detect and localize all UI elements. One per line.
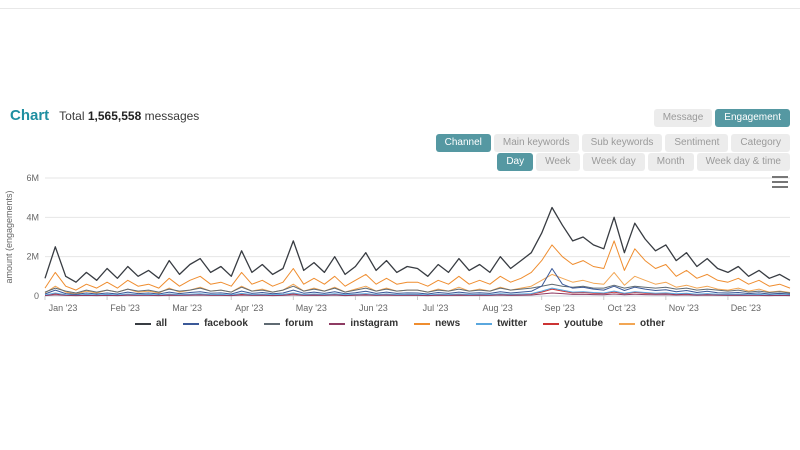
legend-label: youtube bbox=[564, 318, 604, 329]
message-button[interactable]: Message bbox=[653, 109, 713, 127]
legend-swatch bbox=[476, 322, 493, 325]
page-title: Chart bbox=[10, 107, 50, 124]
top-divider bbox=[0, 8, 800, 9]
engagement-line-chart: 0 2M 4M 6M Jan '23 Feb '23 Mar '23 Apr '23 May '… bbox=[4, 173, 791, 313]
tab-sentiment[interactable]: Sentiment bbox=[665, 134, 729, 152]
hamburger-bar bbox=[772, 176, 788, 178]
svg-text:Dec '23: Dec '23 bbox=[731, 303, 761, 313]
svg-text:Nov '23: Nov '23 bbox=[669, 303, 699, 313]
grouping-toggle-group: Channel Main keywords Sub keywords Senti… bbox=[435, 134, 790, 152]
svg-text:Apr '23: Apr '23 bbox=[235, 303, 263, 313]
svg-text:Oct '23: Oct '23 bbox=[608, 303, 636, 313]
legend-swatch bbox=[329, 322, 346, 325]
interval-toggle-group: Day Week Week day Month Week day & time bbox=[497, 153, 790, 171]
chart-header: Chart Total 1,565,558 messages bbox=[10, 107, 199, 124]
tab-main-keywords[interactable]: Main keywords bbox=[493, 134, 579, 152]
tab-week-day[interactable]: Week day bbox=[582, 153, 645, 171]
engagement-button[interactable]: Engagement bbox=[715, 109, 790, 127]
hamburger-bar bbox=[772, 181, 788, 183]
legend-item-youtube[interactable]: youtube bbox=[543, 318, 603, 329]
legend-swatch bbox=[134, 322, 151, 325]
total-messages: Total 1,565,558 messages bbox=[59, 109, 199, 123]
legend-item-all[interactable]: all bbox=[134, 318, 168, 329]
tab-week-day-time[interactable]: Week day & time bbox=[696, 153, 790, 171]
svg-text:Jan '23: Jan '23 bbox=[49, 303, 78, 313]
tab-week[interactable]: Week bbox=[536, 153, 580, 171]
legend-item-forum[interactable]: forum bbox=[263, 318, 314, 329]
legend-swatch bbox=[414, 322, 431, 325]
total-value: 1,565,558 bbox=[87, 109, 142, 123]
legend-label: twitter bbox=[497, 318, 528, 329]
legend-label: all bbox=[155, 318, 168, 329]
mode-toggle-group: Message Engagement bbox=[653, 109, 790, 127]
svg-text:4M: 4M bbox=[26, 212, 39, 222]
svg-text:2M: 2M bbox=[26, 252, 39, 262]
legend-item-instagram[interactable]: instagram bbox=[329, 318, 398, 329]
total-suffix: messages bbox=[144, 109, 200, 123]
svg-text:May '23: May '23 bbox=[296, 303, 327, 313]
svg-text:amount (engagements): amount (engagements) bbox=[4, 190, 14, 283]
legend-item-news[interactable]: news bbox=[414, 318, 460, 329]
svg-text:Jul '23: Jul '23 bbox=[423, 303, 449, 313]
svg-text:6M: 6M bbox=[26, 173, 39, 183]
legend-item-facebook[interactable]: facebook bbox=[183, 318, 248, 329]
svg-text:Feb '23: Feb '23 bbox=[110, 303, 140, 313]
svg-text:Jun '23: Jun '23 bbox=[359, 303, 388, 313]
svg-text:Sep '23: Sep '23 bbox=[545, 303, 575, 313]
chart-legend: all facebook forum instagram news twitte… bbox=[0, 318, 800, 329]
legend-label: forum bbox=[284, 318, 314, 329]
total-prefix: Total bbox=[59, 109, 85, 123]
svg-text:Aug '23: Aug '23 bbox=[482, 303, 512, 313]
legend-label: facebook bbox=[204, 318, 248, 329]
legend-label: instagram bbox=[350, 318, 399, 329]
tab-sub-keywords[interactable]: Sub keywords bbox=[581, 134, 663, 152]
legend-swatch bbox=[619, 322, 636, 325]
tab-category[interactable]: Category bbox=[731, 134, 790, 152]
legend-label: other bbox=[640, 318, 666, 329]
tab-day[interactable]: Day bbox=[497, 153, 534, 171]
tab-month[interactable]: Month bbox=[647, 153, 694, 171]
svg-text:Mar '23: Mar '23 bbox=[172, 303, 202, 313]
hamburger-bar bbox=[772, 186, 788, 188]
legend-item-twitter[interactable]: twitter bbox=[476, 318, 527, 329]
legend-label: news bbox=[435, 318, 461, 329]
tab-channel[interactable]: Channel bbox=[435, 134, 491, 152]
hamburger-icon[interactable] bbox=[772, 176, 788, 191]
legend-swatch bbox=[183, 322, 200, 325]
legend-item-other[interactable]: other bbox=[619, 318, 665, 329]
legend-swatch bbox=[263, 322, 280, 325]
legend-swatch bbox=[543, 322, 560, 325]
svg-text:0: 0 bbox=[34, 291, 39, 301]
